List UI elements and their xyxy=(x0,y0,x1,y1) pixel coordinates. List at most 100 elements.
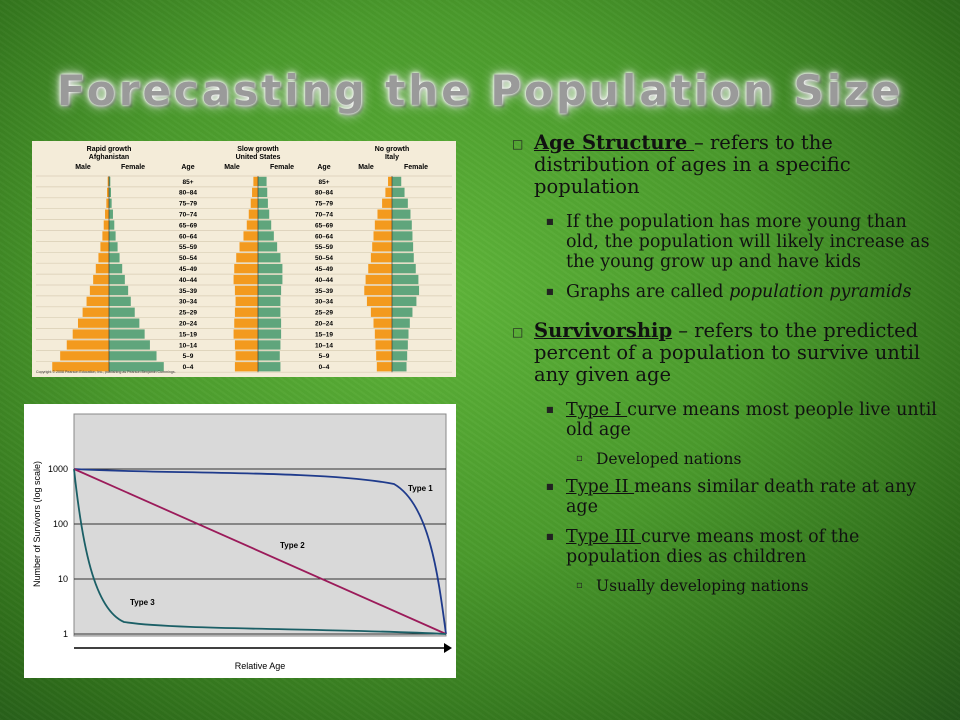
pyramid-bar-female xyxy=(258,264,283,274)
pyramid-bar-male xyxy=(250,198,258,208)
ytick-10: 10 xyxy=(58,574,68,584)
pyramid-bar-female xyxy=(109,362,164,372)
sub-bullet-type1: Type I curve means most people live unti… xyxy=(542,400,942,440)
pyramid-male-label: Male xyxy=(358,164,374,171)
pyramid-male-label: Male xyxy=(75,164,91,171)
sub-sub-bullet-developing: Usually developing nations xyxy=(570,577,942,595)
term-age-structure: Age Structure xyxy=(534,131,695,154)
pyramid-bar-male xyxy=(103,220,109,230)
pyramid-bar-male xyxy=(233,274,258,285)
pyramid-bar-female xyxy=(109,253,120,263)
age-group-label: 50–54 xyxy=(179,255,197,262)
pyramid-bar-female xyxy=(258,274,283,285)
pyramid-bar-male xyxy=(234,307,258,317)
pyramid-bar-female xyxy=(258,231,274,241)
pyramid-bar-female xyxy=(392,231,413,241)
pyramid-bar-female xyxy=(392,362,407,372)
pyramid-bar-female xyxy=(392,264,416,274)
pyramid-bar-female xyxy=(258,198,268,208)
age-group-label: 75–79 xyxy=(315,201,333,208)
age-group-label: 20–24 xyxy=(179,321,197,328)
age-group-label: 55–59 xyxy=(179,244,197,251)
survivorship-definition: – refers to the predicted percent of a p… xyxy=(534,319,921,386)
age-group-label: 65–69 xyxy=(315,222,333,229)
pyramid-bar-female xyxy=(258,351,280,361)
age-group-label: 80–84 xyxy=(315,190,333,197)
x-axis-label: Relative Age xyxy=(235,661,286,671)
bullet-survivorship: Survivorship – refers to the predicted p… xyxy=(512,320,942,386)
pyramid-bar-male xyxy=(377,209,392,219)
term-survivorship: Survivorship xyxy=(534,319,673,342)
pyramid-bar-male xyxy=(246,220,258,230)
pyramid-bar-male xyxy=(374,220,392,230)
age-group-label: 75–79 xyxy=(179,201,197,208)
pyramid-bar-female xyxy=(258,187,268,197)
pyramid-heading-growth: Rapid growth xyxy=(87,146,132,153)
type1-curve xyxy=(73,468,447,635)
pyramid-bar-male xyxy=(98,253,109,263)
pyramids-term: population pyramids xyxy=(729,282,912,302)
pyramid-female-label: Female xyxy=(404,164,428,171)
pyramid-bar-male xyxy=(373,231,392,241)
pyramid-bar-male xyxy=(373,318,392,328)
pyramid-bar-male xyxy=(107,187,109,197)
pyramid-bar-male xyxy=(93,274,109,285)
type2-curve xyxy=(73,468,447,635)
sub-bullet-type2: Type II means similar death rate at any … xyxy=(542,477,942,517)
pyramid-bar-female xyxy=(258,329,282,339)
ytick-1: 1 xyxy=(63,629,68,639)
age-group-label: 5–9 xyxy=(183,353,194,360)
pyramid-bar-male xyxy=(374,329,392,339)
pyramid-bar-male xyxy=(106,198,109,208)
survivorship-curves-svg: 1000 100 10 1 Number of Survivors (log s… xyxy=(32,413,452,671)
x-axis-arrowhead xyxy=(444,643,452,653)
age-group-label: 55–59 xyxy=(315,244,333,251)
age-group-label: 0–4 xyxy=(183,364,194,371)
pyramid-bar-male xyxy=(243,231,258,241)
pyramid-bar-female xyxy=(392,176,402,187)
age-group-label: 30–34 xyxy=(179,299,197,306)
pyramid-bar-male xyxy=(234,264,258,274)
age-group-label: 10–14 xyxy=(179,342,197,349)
pyramid-bar-female xyxy=(109,264,123,274)
age-group-label: 50–54 xyxy=(315,255,333,262)
age-group-label: 45–49 xyxy=(179,266,197,273)
pyramid-bar-male xyxy=(376,362,392,372)
pyramid-bar-male xyxy=(234,318,258,328)
pyramid-bar-female xyxy=(392,274,419,285)
age-group-label: 85+ xyxy=(318,179,329,186)
plot-area xyxy=(73,413,447,637)
pyramid-bar-female xyxy=(109,307,135,317)
pyramid-bar-female xyxy=(109,296,131,306)
pyramid-bar-male xyxy=(77,318,109,328)
pyramid-bar-male xyxy=(72,329,109,339)
age-group-label: 20–24 xyxy=(315,321,333,328)
pyramid-bar-male xyxy=(60,351,109,361)
pyramid-bar-male xyxy=(235,296,258,306)
pyramid-bar-male xyxy=(52,362,109,372)
pyramid-bar-male xyxy=(253,176,258,187)
pyramid-bar-male xyxy=(95,264,109,274)
age-group-label: 40–44 xyxy=(315,277,333,284)
type2-term: Type II xyxy=(566,477,635,497)
pyramid-bar-female xyxy=(258,253,281,263)
sub-bullet-type3: Type III curve means most of the populat… xyxy=(542,527,942,567)
pyramid-heading-country: Italy xyxy=(385,154,399,161)
pyramid-bar-male xyxy=(385,187,392,197)
pyramid-bar-male xyxy=(236,253,258,263)
pyramid-bar-female xyxy=(392,285,420,296)
age-group-label: 15–19 xyxy=(179,331,197,338)
age-group-label: 0–4 xyxy=(319,364,330,371)
slide-title: Forecasting the Population Size xyxy=(56,66,904,115)
pyramid-bar-female xyxy=(109,220,115,230)
pyramid-bar-male xyxy=(100,242,109,252)
pyramid-bar-male xyxy=(105,209,109,219)
age-group-label: 45–49 xyxy=(315,266,333,273)
age-group-label: 70–74 xyxy=(179,212,197,219)
pyramid-bar-female xyxy=(109,351,157,361)
pyramid-bar-female xyxy=(109,340,150,350)
pyramid-bar-male xyxy=(239,242,258,252)
pyramid-bar-female xyxy=(392,351,408,361)
type1-text: curve means most people live until old a… xyxy=(566,400,937,440)
bullet-age-structure: Age Structure – refers to the distributi… xyxy=(512,132,942,198)
